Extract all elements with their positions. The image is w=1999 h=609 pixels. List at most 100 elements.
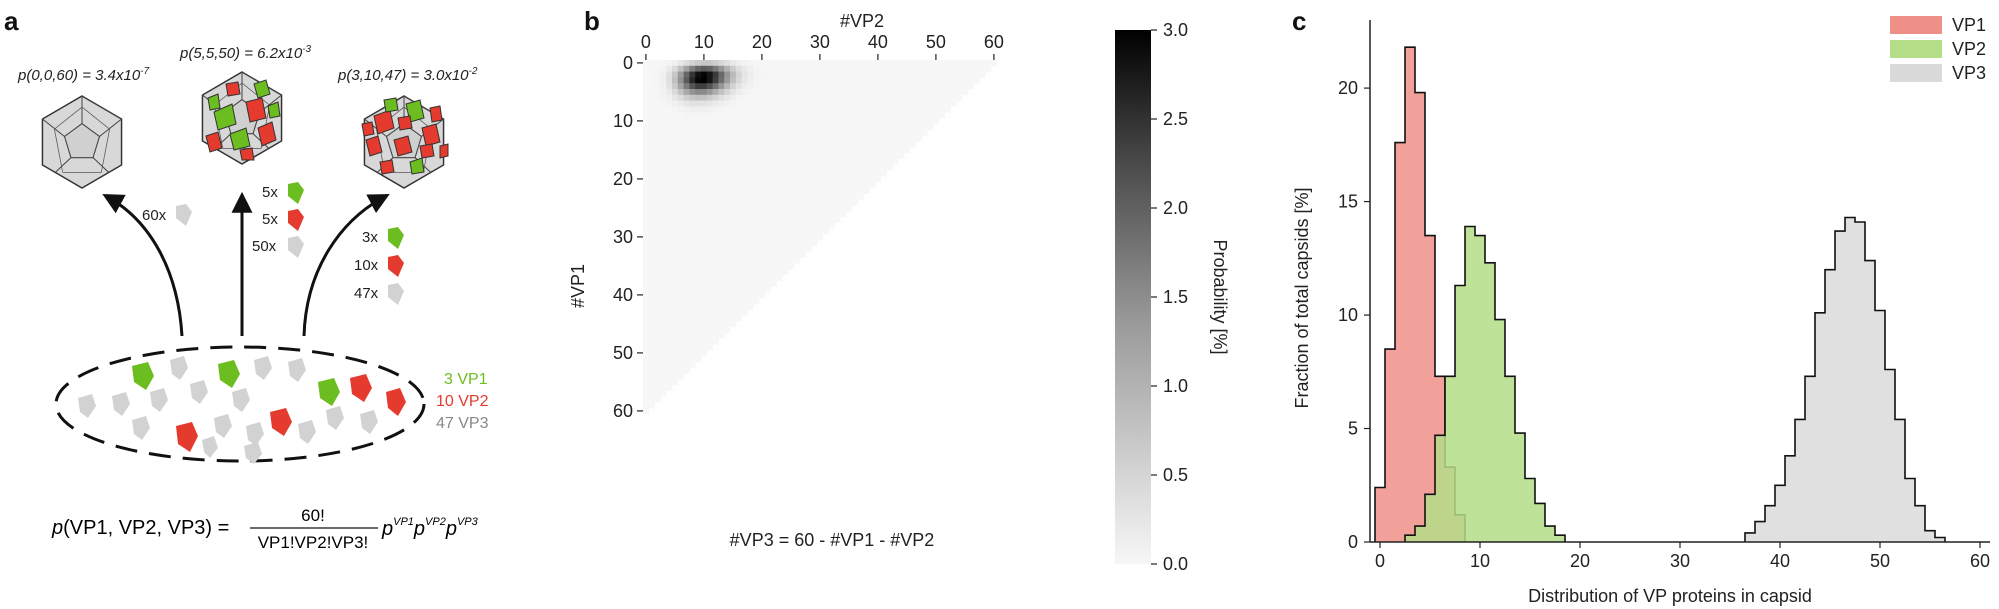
heatmap-cell: [724, 239, 731, 246]
heatmap-cell: [915, 77, 922, 84]
heatmap-cell: [863, 141, 870, 148]
heatmap-cell: [683, 286, 690, 293]
heatmap-cell: [672, 315, 679, 322]
heatmap-cell: [654, 350, 661, 357]
heatmap-cell: [753, 181, 760, 188]
heatmap-cell: [689, 135, 696, 142]
heatmap-cell: [648, 350, 655, 357]
heatmap-cell: [701, 83, 708, 90]
vp2-piece-icon: [388, 227, 404, 249]
heatmap-cell: [793, 77, 800, 84]
heatmap-cell: [643, 344, 650, 351]
heatmap-cell: [643, 280, 650, 287]
heatmap-cell: [660, 344, 667, 351]
heatmap-cell: [822, 199, 829, 206]
heatmap-cell: [666, 77, 673, 84]
heatmap-cell: [805, 222, 812, 229]
heatmap-cell: [643, 228, 650, 235]
heatmap-cell: [805, 205, 812, 212]
heatmap-cell: [660, 152, 667, 159]
heatmap-cell: [660, 245, 667, 252]
heatmap-cell: [875, 129, 882, 136]
heatmap-cell: [643, 89, 650, 96]
heatmap-cell: [799, 245, 806, 252]
heatmap-cell: [759, 135, 766, 142]
heatmap-cell: [648, 199, 655, 206]
heatmap-cell: [735, 222, 742, 229]
heatmap-cell: [648, 379, 655, 386]
heatmap-cell: [880, 164, 887, 171]
heatmap-cell: [695, 251, 702, 258]
heatmap-cell: [730, 210, 737, 217]
heatmap-cell: [822, 152, 829, 159]
histogram-bar-vp3: [1915, 505, 1925, 542]
heatmap-cell: [643, 216, 650, 223]
heatmap-cell: [712, 141, 719, 148]
heatmap-cell: [718, 112, 725, 119]
heatmap-cell: [747, 193, 754, 200]
heatmap-cell: [863, 112, 870, 119]
count-vp1-10: 10x: [354, 257, 379, 274]
heatmap-cell: [683, 152, 690, 159]
heatmap-cell: [817, 176, 824, 183]
heatmap-cell: [956, 71, 963, 78]
heatmap-cell: [782, 187, 789, 194]
heatmap-cell: [834, 181, 841, 188]
heatmap-cell: [799, 77, 806, 84]
heatmap-cell: [828, 129, 835, 136]
heatmap-cell: [857, 77, 864, 84]
heatmap-cell: [672, 257, 679, 264]
heatmap-cell: [759, 286, 766, 293]
heatmap-cell: [741, 303, 748, 310]
heatmap-cell: [933, 100, 940, 107]
heatmap-cell: [672, 321, 679, 328]
heatmap-cell: [822, 193, 829, 200]
heatmap-cell: [706, 199, 713, 206]
heatmap-cell: [753, 164, 760, 171]
heatmap-cell: [672, 164, 679, 171]
heatmap-cell: [654, 251, 661, 258]
heatmap-cell: [805, 65, 812, 72]
heatmap-cell: [805, 152, 812, 159]
heatmap-cell: [677, 170, 684, 177]
heatmap-cell: [753, 176, 760, 183]
heatmap-cell: [643, 71, 650, 78]
heatmap-cell: [689, 321, 696, 328]
heatmap-cell: [712, 170, 719, 177]
heatmap-cell: [817, 106, 824, 113]
heatmap-cell: [724, 193, 731, 200]
heatmap-cell: [811, 100, 818, 107]
heatmap-cell: [811, 89, 818, 96]
count-vp3-47: 47x: [354, 285, 379, 302]
heatmap-cell: [799, 71, 806, 78]
heatmap-cell: [817, 77, 824, 84]
heatmap-cell: [660, 292, 667, 299]
heatmap-cell: [805, 112, 812, 119]
heatmap-cell: [759, 83, 766, 90]
heatmap-cell: [648, 65, 655, 72]
heatmap-cell: [747, 199, 754, 206]
heatmap-cell: [660, 321, 667, 328]
heatmap-cell: [834, 141, 841, 148]
heatmap-cell: [724, 274, 731, 281]
heatmap-cell: [677, 77, 684, 84]
heatmap-cell: [677, 83, 684, 90]
heatmap-cell: [863, 71, 870, 78]
heatmap-cell: [921, 71, 928, 78]
heatmap-cell: [712, 309, 719, 316]
heatmap-cell: [817, 164, 824, 171]
heatmap-cell: [660, 135, 667, 142]
histogram-bar-vp3: [1935, 537, 1945, 542]
heatmap-cell: [788, 164, 795, 171]
heatmap-cell: [643, 170, 650, 177]
heatmap-cell: [701, 193, 708, 200]
heatmap-cell: [938, 60, 945, 67]
heatmap-cell: [770, 268, 777, 275]
heatmap-cell: [735, 251, 742, 258]
heatmap-cell: [759, 123, 766, 130]
heatmap-cell: [741, 112, 748, 119]
heatmap-cell: [660, 199, 667, 206]
heatmap-cell: [747, 251, 754, 258]
panel-a: a p(0,0,60) = 3.4x10-7 p(5,5,50) = 6.2x1…: [4, 6, 489, 552]
